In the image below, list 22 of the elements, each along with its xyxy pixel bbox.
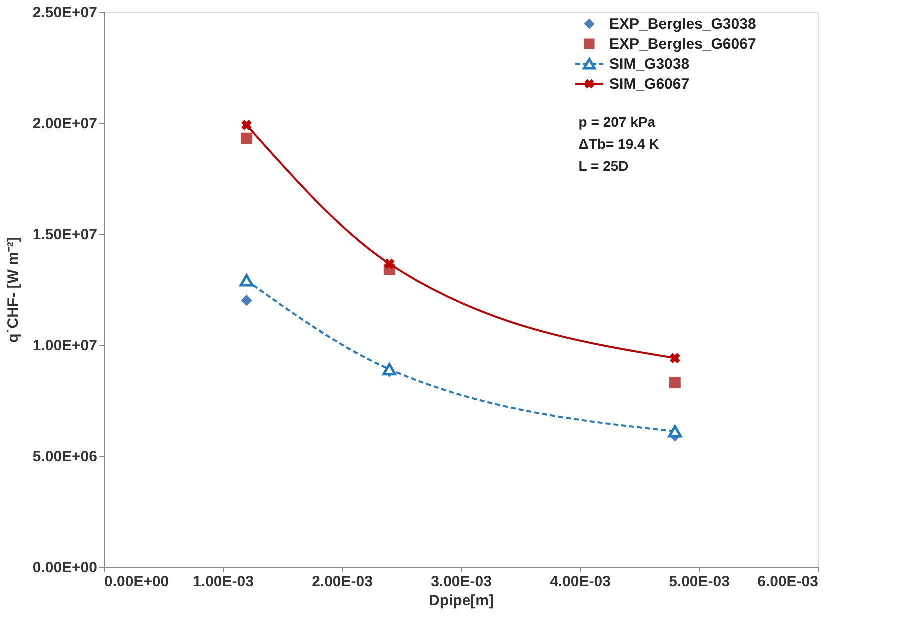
y-tick-label: 5.00E+06 (32, 448, 98, 466)
x-tick-label: 6.00E-03 (758, 574, 818, 590)
y-tick-label: 1.50E+07 (32, 226, 98, 244)
y-tick-label: 0.00E+00 (32, 560, 98, 576)
x-axis-title: Dpipe[m] (429, 592, 494, 610)
y-tick-label: 2.00E+07 (32, 116, 98, 132)
x-tick-label: 0.00E+00 (104, 574, 170, 590)
y-tick-label: 2.50E+07 (32, 4, 98, 22)
legend-label: EXP_Bergles_G3038 (610, 16, 756, 33)
x-tick-label: 3.00E-03 (431, 574, 492, 590)
legend-label: EXP_Bergles_G6067 (610, 36, 756, 53)
y-axis-title: q˙CHF- [W m⁻²] (4, 237, 22, 343)
x-tick-label: 5.00E-03 (669, 574, 730, 590)
x-tick-label: 2.00E-03 (312, 574, 373, 590)
annotation: ΔTb= 19.4 K (578, 136, 660, 152)
annotation: L = 25D (578, 158, 629, 174)
legend-label: SIM_G6067 (610, 76, 690, 93)
legend-label: SIM_G3038 (610, 56, 690, 73)
y-tick-label: 1.00E+07 (32, 338, 98, 354)
x-tick-label: 4.00E-03 (550, 574, 611, 590)
annotation: p = 207 kPa (578, 114, 656, 130)
x-tick-label: 1.00E-03 (193, 574, 254, 590)
